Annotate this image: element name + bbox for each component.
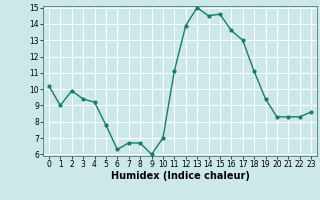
X-axis label: Humidex (Indice chaleur): Humidex (Indice chaleur)	[111, 171, 249, 181]
